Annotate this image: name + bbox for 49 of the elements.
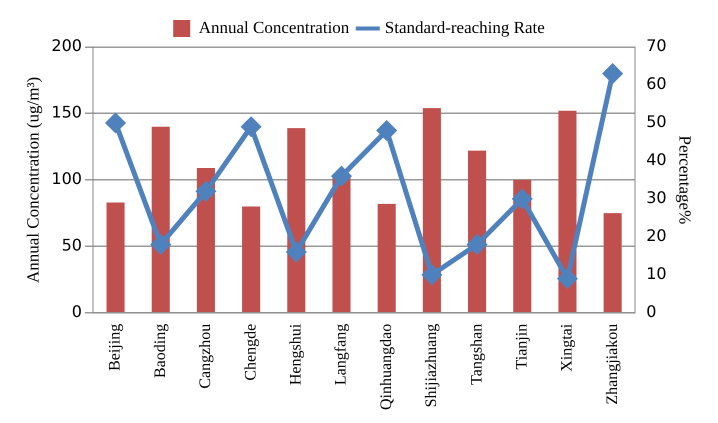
y2-tick-label: 0 xyxy=(646,302,656,321)
point xyxy=(558,269,577,288)
x-tick-label: Xingtai xyxy=(558,323,576,372)
point xyxy=(377,121,396,140)
x-tick-label: Zhangjiakou xyxy=(604,324,621,405)
y2-tick-label: 50 xyxy=(646,112,667,132)
y-tick-label: 50 xyxy=(62,236,82,255)
x-tick-label: Qinhuangdao xyxy=(378,324,395,410)
y-tick-label: 0 xyxy=(72,302,82,321)
bar xyxy=(378,204,396,312)
bar xyxy=(242,206,260,312)
bar xyxy=(332,177,351,312)
x-tick-label: Shijiazhuang xyxy=(423,324,440,408)
x-tick-label: Chengde xyxy=(242,324,260,381)
y-tick-label: 100 xyxy=(51,169,82,188)
point xyxy=(242,117,261,136)
y2-tick-label: 40 xyxy=(646,150,667,170)
legend-label: Annual Concentration xyxy=(198,18,350,37)
point xyxy=(151,234,170,254)
point xyxy=(106,113,126,132)
x-tick-label: Baoding xyxy=(152,324,169,378)
y2-tick-label: 10 xyxy=(646,264,667,283)
y-tick-label: 150 xyxy=(51,102,82,122)
x-tick-label: Beijing xyxy=(106,324,124,371)
x-tick-label: Tianjin xyxy=(513,324,530,370)
x-tick-label: Tangshan xyxy=(468,324,486,385)
point xyxy=(603,64,622,84)
point xyxy=(512,189,532,208)
bar xyxy=(604,213,622,312)
bar xyxy=(152,126,170,312)
point xyxy=(332,166,351,186)
y2-axis-title: Percentage% xyxy=(675,136,694,224)
y-axis-title: Annual Concentration (ug/m³) xyxy=(24,76,43,284)
point xyxy=(468,234,487,254)
y2-tick-label: 60 xyxy=(646,74,667,94)
point xyxy=(286,242,306,262)
point xyxy=(196,182,216,201)
bar xyxy=(106,202,125,312)
y-tick-label: 200 xyxy=(51,36,82,56)
x-tick-label: Cangzhou xyxy=(197,324,214,389)
point xyxy=(422,265,442,284)
bar xyxy=(468,150,486,312)
y2-tick-label: 70 xyxy=(646,36,667,56)
bar xyxy=(422,108,441,312)
x-tick-label: Hengshui xyxy=(288,323,305,386)
legend-label: Standard-reaching Rate xyxy=(384,18,545,37)
x-tick-label: Langfang xyxy=(332,324,350,386)
y2-tick-label: 20 xyxy=(646,226,667,246)
y2-tick-label: 30 xyxy=(646,188,667,208)
